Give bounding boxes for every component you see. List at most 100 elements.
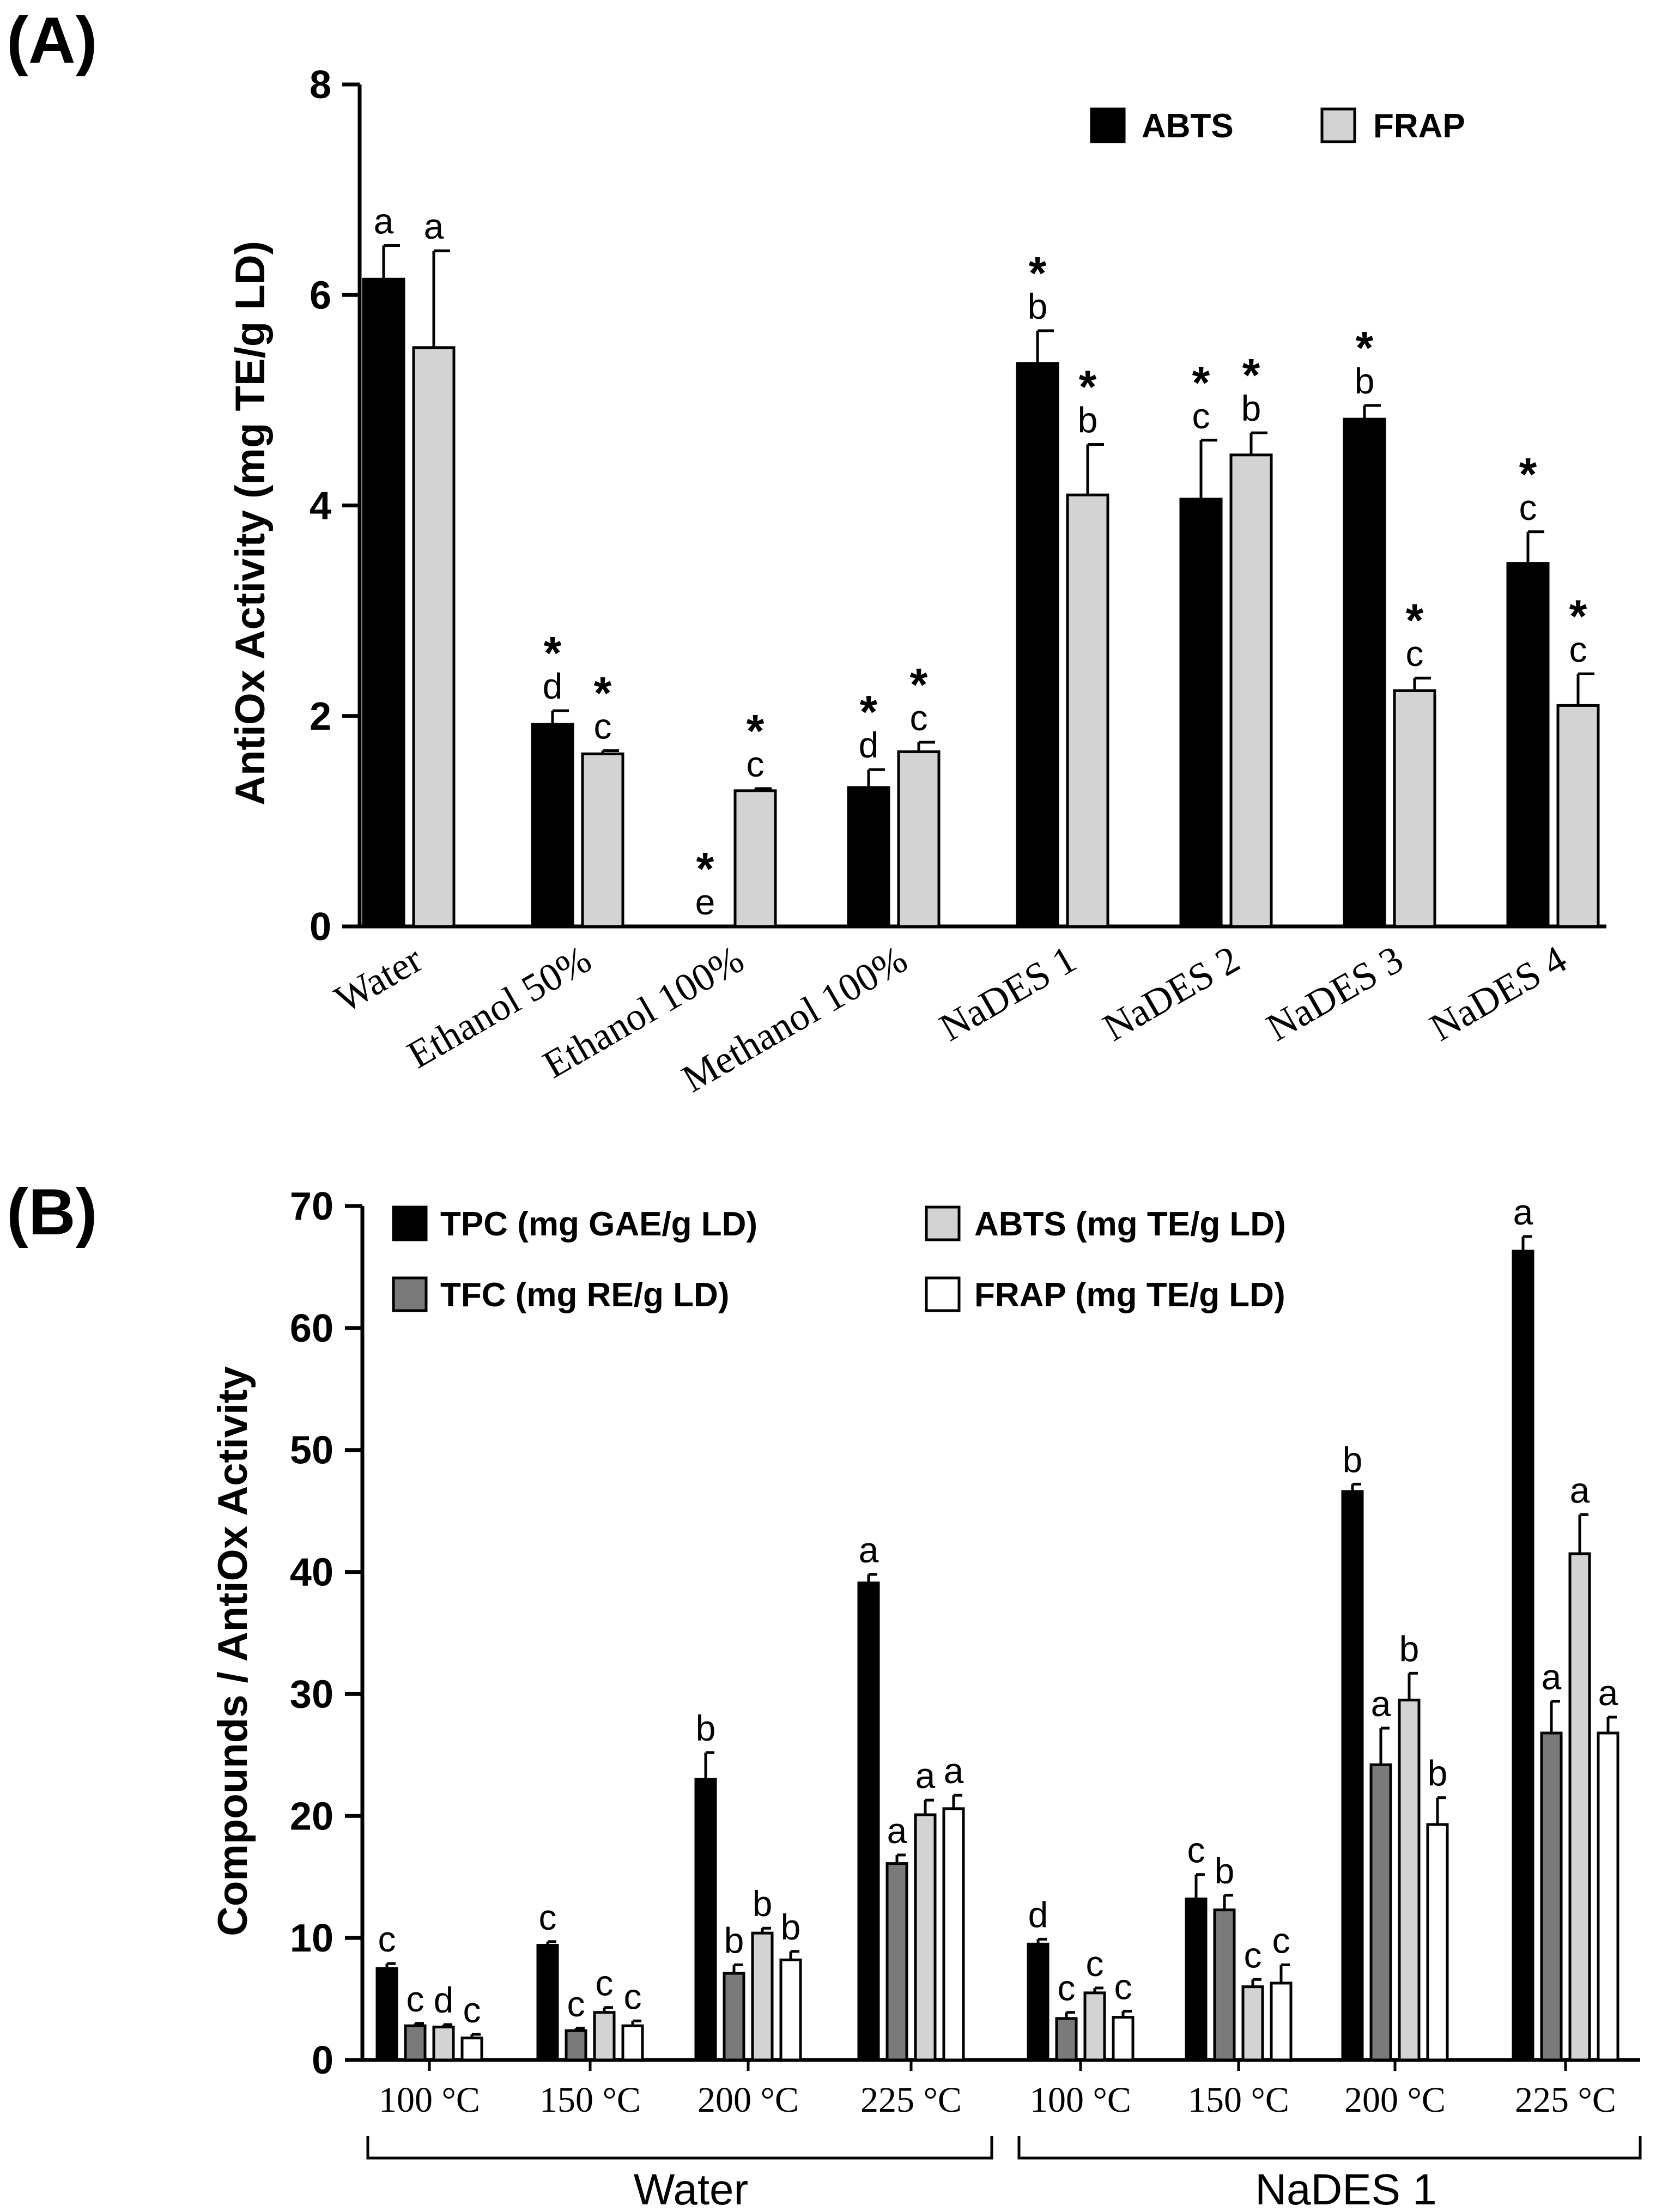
bar-abts-nades-1 (1016, 362, 1059, 928)
significance-letter: c (1114, 1966, 1132, 2007)
legend-label-frap: FRAP (1373, 107, 1465, 145)
panel-b-bars (375, 1235, 1619, 2062)
panel-b-label: (B) (7, 1175, 98, 1249)
significance-letter: c (747, 744, 765, 784)
bar-tfc-mg-re-g-ld-1 (565, 2029, 587, 2062)
bar-tpc-mg-gae-g-ld-1 (536, 1944, 559, 2062)
legend-label-tfc: TFC (mg RE/g LD) (440, 1276, 729, 1314)
significance-star: * (1406, 595, 1424, 646)
legend-swatch-abts (1090, 107, 1126, 143)
significance-star: * (747, 705, 765, 756)
bar-frap-water (412, 346, 456, 928)
category-label-200-c: 200 °C (697, 2080, 799, 2120)
panel-a-legend: ABTS FRAP (1090, 107, 1465, 145)
bar-abts-ethanol-50 (531, 723, 574, 928)
significance-star: * (860, 686, 878, 737)
bar-frap-mg-te-g-ld-5 (1270, 1981, 1293, 2062)
significance-letter: a (424, 206, 444, 246)
significance-star: * (1029, 247, 1047, 299)
panel-a-y-ticks: 0 2 4 6 8 (310, 63, 360, 949)
significance-letter: b (753, 1883, 773, 1924)
significance-letter: d (859, 725, 879, 765)
category-label-150-c: 150 °C (539, 2080, 641, 2120)
significance-letter: b (1028, 286, 1048, 326)
significance-letter: a (1513, 1192, 1533, 1232)
panel-b-y-tick-label: 30 (290, 1672, 333, 1716)
legend-label-tpc: TPC (mg GAE/g LD) (440, 1205, 757, 1243)
significance-letter: a (1371, 1683, 1391, 1724)
bar-abts-mg-te-g-ld-4 (1083, 1991, 1106, 2062)
significance-star: * (696, 843, 714, 894)
significance-letter: b (781, 1907, 801, 1947)
significance-letter: c (624, 1976, 642, 2016)
significance-letter: d (434, 1980, 454, 2020)
panel-a-y-axis-title: AntiOx Activity (mg TE/g LD) (227, 241, 274, 805)
significance-letter: b (1241, 388, 1261, 428)
significance-letter: c (596, 1963, 614, 2003)
significance-star: * (1242, 349, 1260, 401)
significance-letter: d (543, 666, 563, 706)
significance-letter: b (1078, 399, 1098, 440)
significance-letter: a (374, 201, 394, 241)
panel-b-y-axis-title: Compounds / AntiOx Activity (210, 1366, 256, 1936)
category-label-100-c: 100 °C (379, 2080, 480, 2120)
significance-letter: c (1187, 1830, 1205, 1870)
bar-tfc-mg-re-g-ld-5 (1213, 1908, 1236, 2062)
significance-letter: c (463, 1990, 481, 2030)
bar-abts-nades-4 (1506, 562, 1550, 928)
panel-a-y-tick-label: 4 (310, 484, 331, 528)
significance-letter: a (1542, 1657, 1562, 1697)
significance-letter: b (724, 1920, 744, 1960)
panel-b-y-tick-label: 60 (290, 1307, 333, 1350)
panel-b-y-tick-label: 10 (290, 1917, 333, 1960)
panel-a-bars (362, 244, 1600, 928)
panel-b-y-ticks: 0 10 20 30 40 50 60 70 (290, 1185, 362, 2082)
category-label-225-c: 225 °C (1515, 2080, 1616, 2120)
panel-b-legend: TPC (mg GAE/g LD) TFC (mg RE/g LD) ABTS … (392, 1205, 1286, 1314)
legend-swatch-tpc (392, 1205, 428, 1241)
bar-abts-mg-te-g-ld-0 (432, 2026, 455, 2062)
bar-frap-mg-te-g-ld-0 (460, 2037, 483, 2062)
significance-letter: a (1570, 1470, 1590, 1510)
significance-letter: b (1215, 1851, 1235, 1891)
bar-tpc-mg-gae-g-ld-7 (1512, 1250, 1534, 2062)
bar-tpc-mg-gae-g-ld-3 (857, 1581, 880, 2062)
significance-letter: b (696, 1708, 716, 1748)
significance-letter: a (1598, 1672, 1618, 1713)
bar-tpc-mg-gae-g-ld-6 (1341, 1490, 1364, 2062)
significance-letter: c (1519, 487, 1537, 528)
bar-frap-mg-te-g-ld-1 (621, 2024, 644, 2062)
significance-letter: c (407, 1979, 424, 2019)
significance-letter: b (1343, 1439, 1363, 1480)
bar-abts-nades-2 (1179, 498, 1223, 928)
significance-letter: c (378, 1919, 396, 1959)
legend-label-frap: FRAP (mg TE/g LD) (974, 1276, 1285, 1314)
significance-letter: d (1028, 1894, 1048, 1935)
panel-a-label: (A) (7, 4, 98, 77)
panel-b-y-tick-label: 40 (290, 1551, 333, 1595)
category-label-225-c: 225 °C (860, 2080, 962, 2120)
bar-frap-mg-te-g-ld-4 (1112, 2016, 1135, 2062)
category-label-150-c: 150 °C (1188, 2080, 1289, 2120)
bar-abts-mg-te-g-ld-2 (751, 1931, 774, 2062)
bracket-nades-1 (1017, 2136, 1642, 2160)
bar-tpc-mg-gae-g-ld-2 (694, 1778, 717, 2062)
bar-frap-mg-te-g-ld-6 (1426, 1823, 1449, 2062)
significance-letter: c (1192, 396, 1210, 436)
bar-frap-mg-te-g-ld-3 (942, 1807, 965, 2062)
bar-tpc-mg-gae-g-ld-0 (375, 1967, 398, 2062)
group-label-nades-1: NaDES 1 (1255, 2165, 1436, 2212)
bar-tpc-mg-gae-g-ld-4 (1027, 1942, 1050, 2062)
bar-abts-mg-te-g-ld-5 (1241, 1985, 1264, 2062)
significance-letter: c (1406, 633, 1424, 674)
significance-letter: c (1272, 1920, 1290, 1960)
significance-letter: c (1244, 1935, 1262, 1975)
bar-abts-nades-3 (1343, 417, 1386, 928)
significance-letter: e (695, 882, 715, 922)
significance-letter: b (1355, 361, 1375, 401)
significance-letter: c (594, 706, 612, 746)
bar-tfc-mg-re-g-ld-3 (885, 1862, 908, 2062)
legend-swatch-frap (925, 1276, 961, 1312)
